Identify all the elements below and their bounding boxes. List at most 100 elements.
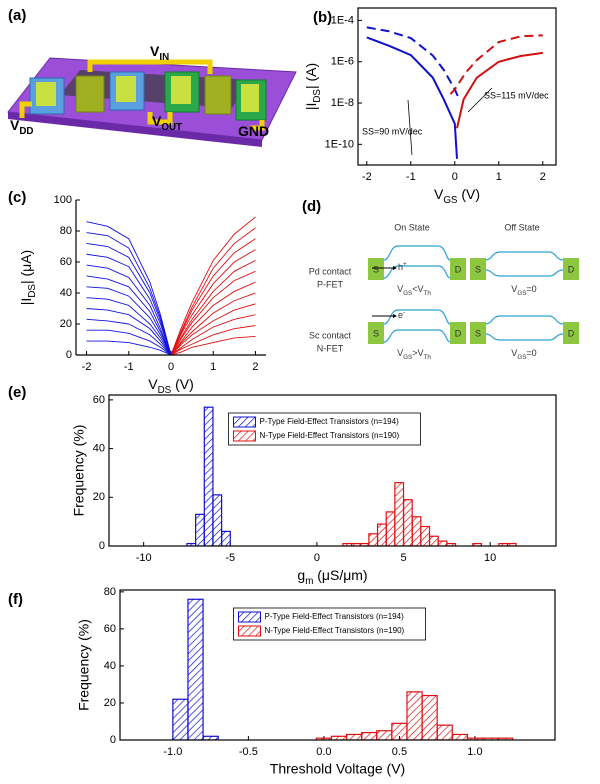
text-part: =0	[526, 348, 536, 358]
y-tick-label: 40	[104, 660, 116, 672]
marks	[366, 26, 543, 159]
gate-pad	[116, 76, 136, 102]
terminal: D	[455, 328, 462, 338]
text-part: GND	[238, 123, 269, 139]
terminal: D	[455, 264, 462, 274]
condition: VGS=0	[511, 284, 536, 297]
legend-box	[228, 412, 421, 446]
terminal: S	[475, 264, 481, 274]
terminal: S	[373, 264, 379, 274]
histogram-bar	[368, 533, 379, 546]
text-part: (μS/μm)	[313, 567, 367, 583]
x-tick-label: -1	[124, 361, 134, 373]
text-part: h	[398, 262, 403, 272]
text-part: V	[397, 348, 403, 358]
line-series	[86, 232, 172, 355]
text-part: V	[511, 284, 517, 294]
text-part: e	[398, 310, 403, 320]
band-edge	[485, 269, 564, 277]
text-part: V	[150, 43, 160, 59]
text-part: (V)	[171, 376, 194, 392]
row-label: P-FET	[317, 279, 344, 289]
histogram-bar	[391, 722, 408, 740]
line-series	[366, 36, 458, 159]
channel	[60, 70, 250, 108]
y-axis-label: Frequency (%)	[76, 619, 92, 711]
line-series	[86, 264, 172, 355]
plot-frame	[119, 589, 556, 741]
text-part: |I	[18, 298, 34, 306]
gate-pad	[241, 84, 259, 112]
y-tick-label: 20	[104, 697, 116, 709]
row-label: N-FET	[317, 343, 344, 353]
histogram-bar	[411, 516, 422, 546]
text-part: DS	[158, 385, 172, 396]
y-tick-label: 40	[60, 287, 72, 299]
gate-block	[204, 75, 232, 115]
x-tick-label: -0.5	[239, 746, 258, 758]
y-tick-label: 20	[60, 318, 72, 330]
line-series	[170, 249, 256, 355]
legend-swatch	[233, 430, 256, 442]
y-tick-label: 80	[60, 225, 72, 237]
line-series	[86, 340, 172, 355]
text-part: IN	[159, 52, 169, 63]
y-tick-label: 1E-6	[331, 56, 354, 68]
x-tick-label: 0.5	[392, 746, 407, 758]
histogram-bar	[376, 523, 387, 546]
x-tick-label: -10	[136, 552, 152, 564]
text-part: DS	[27, 284, 38, 298]
x-tick-label: 1	[210, 361, 216, 373]
histogram-bar	[345, 733, 363, 740]
x-tick-label: 2	[252, 361, 258, 373]
histogram-bar	[361, 731, 378, 740]
x-tick-label: 10	[484, 552, 496, 564]
legend-swatch	[238, 611, 261, 623]
slope-line	[407, 99, 413, 156]
text-part: Th	[424, 290, 432, 297]
band-edge	[383, 329, 451, 343]
contact	[450, 322, 466, 344]
line-series	[86, 318, 172, 355]
line-series	[170, 270, 256, 355]
x-tick-label: -2	[82, 361, 92, 373]
histogram-bar	[187, 598, 204, 740]
line-series	[170, 303, 256, 355]
line-series	[86, 253, 172, 355]
histogram-bar	[421, 694, 438, 740]
condition: VGS=0	[511, 348, 536, 361]
terminal: D	[568, 328, 575, 338]
gate-pad	[171, 76, 191, 104]
legend-swatch	[233, 416, 256, 428]
band-edge	[383, 265, 451, 279]
line-series	[86, 329, 172, 355]
line-series	[86, 308, 172, 355]
histogram-bar	[221, 530, 231, 546]
x-axis-label: gm (μS/μm)	[297, 567, 367, 587]
contact	[563, 322, 579, 344]
text-part: V	[511, 348, 517, 358]
text-part: m	[305, 576, 313, 587]
text-part: OUT	[161, 122, 182, 133]
line-series	[86, 221, 172, 355]
annotation: SS=115 mV/dec	[484, 90, 549, 100]
line-series	[170, 292, 256, 355]
band-edge	[383, 245, 451, 261]
histogram-bar	[385, 511, 396, 546]
x-tick-label: -2	[362, 171, 372, 183]
y-tick-label: 60	[60, 256, 72, 268]
histogram-bar	[428, 535, 439, 546]
slope-line	[467, 87, 493, 113]
text-part: +	[403, 261, 407, 268]
x-tick-label: 0	[314, 552, 320, 564]
line-series	[86, 286, 172, 355]
text-part: GS	[443, 195, 458, 206]
text-part: GS	[403, 354, 412, 361]
text-part: | (μA)	[18, 250, 34, 284]
wire	[87, 59, 213, 74]
panel-label: (c)	[8, 189, 26, 206]
histogram-bar	[402, 499, 413, 546]
legend-label: P-Type Field-Effect Transistors (n=194)	[265, 612, 405, 621]
marks	[172, 598, 514, 740]
